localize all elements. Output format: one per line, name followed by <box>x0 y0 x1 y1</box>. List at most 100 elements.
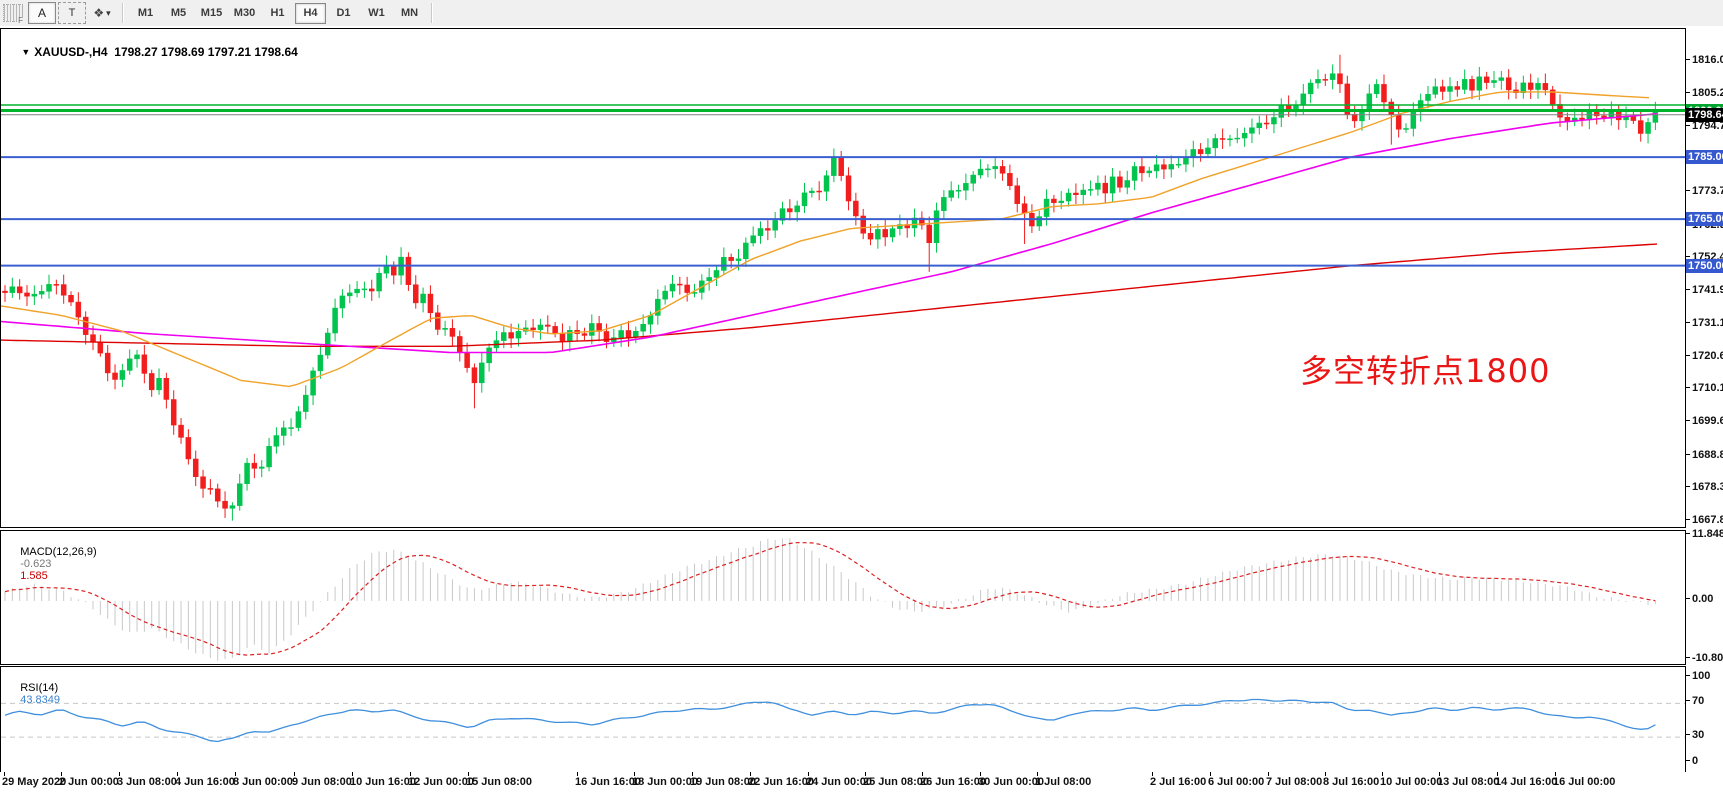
timeframe-M15-button[interactable]: M15 <box>200 7 223 19</box>
price-tick-label: 1688.80 <box>1686 449 1723 462</box>
date-label: 19 Jun 08:00 <box>690 776 757 788</box>
macd-label: MACD(12,26,9) -0.623 1.585 <box>8 534 96 594</box>
price-badge-1765.00: 1765.00 <box>1686 212 1723 227</box>
date-label: 1 Jul 08:00 <box>1035 776 1092 788</box>
price-tick-label: 1805.20 <box>1686 87 1723 100</box>
timeframe-bar: M1 M5 M15 M30 H1 H4 D1 W1 MN <box>129 2 426 24</box>
date-tick <box>177 772 178 776</box>
chart-annotation-text: 多空转折点1800 <box>1300 352 1551 390</box>
macd-chart[interactable] <box>1 531 1685 664</box>
date-tick <box>865 772 866 776</box>
rsi-tick-label: 30 <box>1686 729 1704 742</box>
date-tick <box>692 772 693 776</box>
date-label: 10 Jun 16:00 <box>350 776 417 788</box>
date-label: 22 Jun 16:00 <box>748 776 815 788</box>
main-chart-panel[interactable] <box>0 28 1686 528</box>
timeframe-MN-button[interactable]: MN <box>400 7 419 19</box>
date-tick <box>577 772 578 776</box>
rsi-chart[interactable] <box>1 667 1685 772</box>
date-tick <box>119 772 120 776</box>
date-label: 2 Jul 16:00 <box>1150 776 1207 788</box>
chart-symbol: XAUUSD-,H4 <box>34 45 108 59</box>
chart-ohlc-values: 1798.27 1798.69 1797.21 1798.64 <box>114 45 298 59</box>
date-label: 18 Jun 00:00 <box>632 776 699 788</box>
macd-tick-label: 0.00 <box>1686 593 1713 606</box>
toolbar-grip-icon[interactable]: F <box>3 4 23 25</box>
annotation-tool-button[interactable]: A <box>28 2 56 24</box>
price-tick-label: 1816.00 <box>1686 54 1723 67</box>
macd-main-value: -0.623 <box>20 558 52 570</box>
price-badge-1750.00: 1750.00 <box>1686 258 1723 273</box>
date-label: 16 Jul 00:00 <box>1553 776 1616 788</box>
date-tick <box>750 772 751 776</box>
text-tool-button[interactable]: T <box>58 2 86 24</box>
timeframe-M30-button[interactable]: M30 <box>233 7 256 19</box>
rsi-value: 43.8349 <box>20 694 60 706</box>
date-tick <box>1268 772 1269 776</box>
date-tick <box>235 772 236 776</box>
date-tick <box>1152 772 1153 776</box>
date-label: 29 May 2020 <box>2 776 67 788</box>
date-tick <box>808 772 809 776</box>
objects-button[interactable]: ❖ ▾ <box>88 2 116 24</box>
date-tick <box>634 772 635 776</box>
date-tick <box>4 772 5 776</box>
chart-title: ▼ XAUUSD-,H4 1798.27 1798.69 1797.21 1798… <box>8 31 298 73</box>
date-label: 4 Jun 16:00 <box>175 776 235 788</box>
annotation-tool-label: A <box>37 6 46 20</box>
timeframe-D1-button[interactable]: D1 <box>336 7 351 19</box>
date-label: 25 Jun 08:00 <box>863 776 930 788</box>
toolbar: F A T ❖ ▾ M1 M5 M15 M30 H1 H4 D1 W1 MN <box>0 0 1723 27</box>
date-tick <box>294 772 295 776</box>
date-label: 30 Jun 00:00 <box>978 776 1045 788</box>
date-label: 6 Jul 00:00 <box>1208 776 1265 788</box>
price-tick-label: 1710.10 <box>1686 382 1723 395</box>
date-label: 8 Jul 16:00 <box>1323 776 1380 788</box>
macd-signal-value: 1.585 <box>20 570 48 582</box>
date-label: 15 Jun 08:00 <box>466 776 533 788</box>
rsi-tick-label: 70 <box>1686 695 1704 708</box>
rsi-tick-label: 100 <box>1686 670 1710 683</box>
timeframe-W1-button[interactable]: W1 <box>368 7 385 19</box>
date-tick <box>352 772 353 776</box>
date-tick <box>1210 772 1211 776</box>
rsi-panel[interactable] <box>0 666 1686 773</box>
macd-panel[interactable] <box>0 530 1686 665</box>
date-tick <box>1325 772 1326 776</box>
date-tick <box>1555 772 1556 776</box>
date-label: 7 Jul 08:00 <box>1266 776 1323 788</box>
date-label: 10 Jul 00:00 <box>1380 776 1443 788</box>
date-tick <box>1497 772 1498 776</box>
date-label: 16 Jun 16:00 <box>575 776 642 788</box>
price-tick-label: 1720.60 <box>1686 350 1723 363</box>
date-label: 24 Jun 00:00 <box>806 776 873 788</box>
date-tick <box>980 772 981 776</box>
price-axis[interactable]: 1816.001805.201794.701784.201773.701762.… <box>1686 26 1723 774</box>
price-tick-label: 1667.80 <box>1686 514 1723 527</box>
rsi-name: RSI(14) <box>20 682 59 694</box>
candlestick-chart[interactable] <box>1 29 1685 527</box>
date-label: 3 Jun 08:00 <box>117 776 177 788</box>
date-axis[interactable]: 29 May 2020 2 Jun 00:00 3 Jun 08:00 4 Jun 1… <box>0 772 1723 792</box>
date-label: 8 Jun 00:00 <box>233 776 293 788</box>
date-tick <box>922 772 923 776</box>
price-tick-label: 1678.30 <box>1686 481 1723 494</box>
date-tick <box>410 772 411 776</box>
price-badge-1785.00: 1785.00 <box>1686 150 1723 165</box>
toolbar-separator <box>122 3 124 23</box>
macd-tick-label: -10.808 <box>1686 652 1723 665</box>
date-label: 12 Jun 00:00 <box>408 776 475 788</box>
text-tool-label: T <box>68 7 76 19</box>
timeframe-H1-button[interactable]: H1 <box>270 7 285 19</box>
date-tick <box>1382 772 1383 776</box>
date-label: 26 Jun 16:00 <box>920 776 987 788</box>
date-label: 14 Jul 16:00 <box>1495 776 1558 788</box>
timeframe-H4-button[interactable]: H4 <box>295 2 326 24</box>
symbol-dropdown-icon[interactable]: ▼ <box>21 47 31 57</box>
timeframe-M1-button[interactable]: M1 <box>137 7 154 19</box>
price-tick-label: 1731.10 <box>1686 317 1723 330</box>
date-label: 9 Jun 08:00 <box>292 776 352 788</box>
timeframe-M5-button[interactable]: M5 <box>170 7 187 19</box>
dropdown-caret-icon: ▾ <box>106 7 111 18</box>
macd-tick-label: 11.848 <box>1686 528 1723 541</box>
